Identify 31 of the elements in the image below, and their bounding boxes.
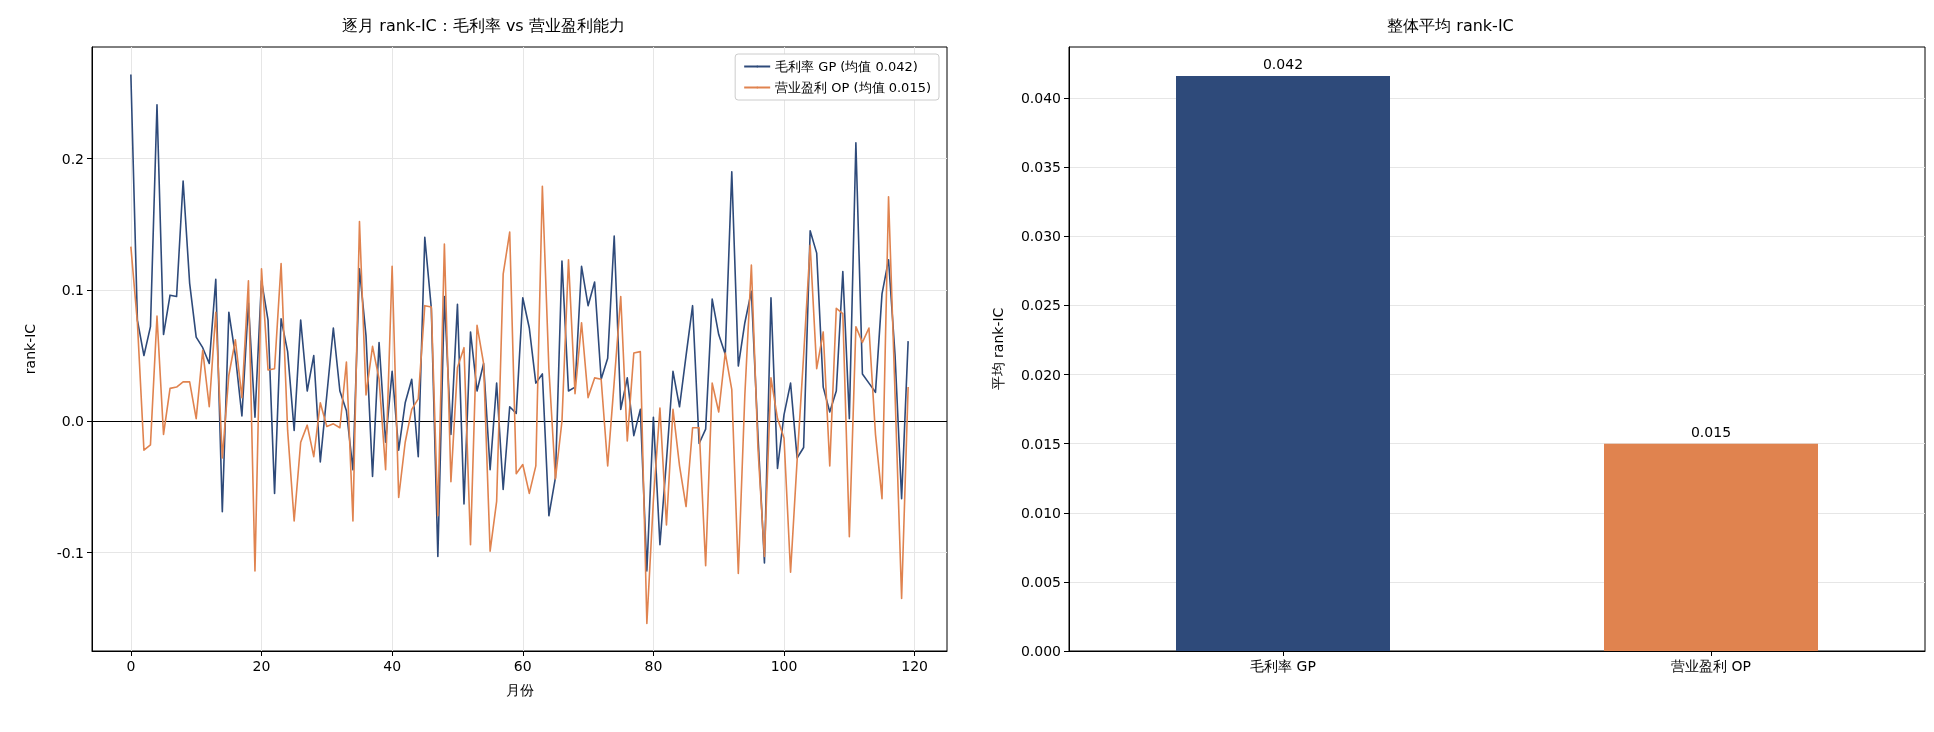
x-tick-label: 40	[383, 658, 402, 674]
y-tick-label: 0.035	[1020, 159, 1061, 176]
y-tick-label: 0.0	[61, 413, 84, 430]
y-tick-label: 0.010	[1020, 504, 1061, 521]
data-label: 0.015	[1690, 423, 1732, 440]
y-tick-label: 0.005	[1020, 573, 1061, 590]
x-tick-label: 0	[126, 658, 136, 674]
x-tick-label: 毛利率 GP	[1250, 658, 1316, 674]
y-axis-title: rank-IC	[22, 323, 38, 375]
chart-title: 逐月 rank-IC：毛利率 vs 营业盈利能力	[342, 15, 625, 35]
x-tick-label: 100	[770, 658, 798, 674]
y-tick-label: -0.1	[56, 544, 84, 561]
y-tick-label: 0.2	[61, 150, 84, 167]
x-tick-label: 60	[513, 658, 532, 674]
x-axis-title: 月份	[505, 682, 534, 698]
y-tick-label: 0.015	[1020, 435, 1061, 452]
y-tick-label: 0.1	[61, 281, 84, 298]
y-tick-label: 0.040	[1020, 90, 1061, 107]
x-tick-label: 营业盈利 OP	[1671, 658, 1751, 674]
legend-label: 营业盈利 OP (均值 0.015)	[775, 80, 932, 95]
x-tick-label: 80	[644, 658, 663, 674]
legend-label: 毛利率 GP (均值 0.042)	[775, 59, 918, 74]
y-axis-title: 平均 rank-IC	[990, 307, 1006, 391]
chart-title: 整体平均 rank-IC	[1387, 15, 1514, 35]
x-tick-label: 20	[252, 658, 271, 674]
y-tick-label: 0.030	[1020, 228, 1061, 245]
y-tick-label: 0.020	[1020, 366, 1061, 383]
data-label: 0.042	[1262, 56, 1304, 73]
x-tick-label: 120	[901, 658, 929, 674]
y-tick-label: 0.000	[1020, 643, 1061, 659]
y-tick-label: 0.025	[1020, 297, 1061, 314]
